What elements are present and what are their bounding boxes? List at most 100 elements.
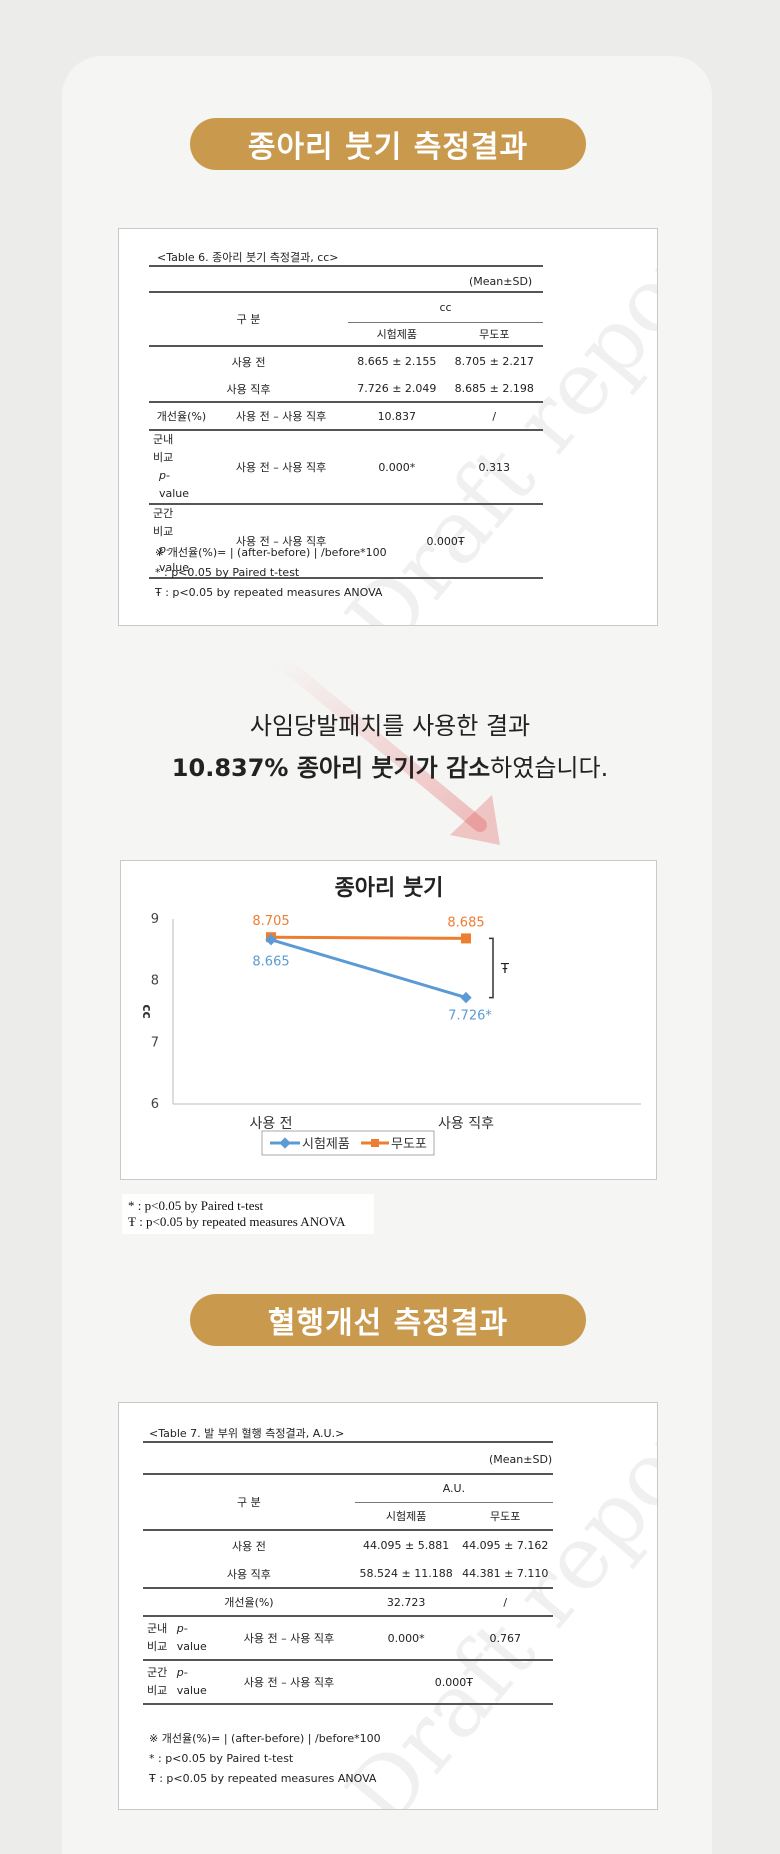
- legend-label-test: 시험제품: [302, 1137, 350, 1152]
- within-label1: 군내: [153, 433, 174, 446]
- unit-header: A.U.: [354, 1474, 553, 1503]
- row-before-test: 8.665 ± 2.155: [357, 355, 437, 368]
- col-test: 시험제품: [376, 327, 418, 341]
- within-label2: 비교: [153, 451, 174, 464]
- row-improve-placebo: /: [503, 1595, 508, 1609]
- within-p2: value: [159, 487, 190, 500]
- row-before-test: 44.095 ± 5.881: [363, 1539, 450, 1552]
- table6-panel: Draft report <Table 6. 종아리 붓기 측정결과, cc> …: [118, 228, 658, 626]
- within-label1: 군내: [147, 1622, 168, 1635]
- chart-note-line: * : p<0.05 by Paired t-test: [128, 1198, 264, 1213]
- chart-note-line: Ŧ : p<0.05 by repeated measures ANOVA: [128, 1214, 346, 1229]
- series-line-placebo: [270, 935, 467, 940]
- within-p1: p-: [159, 469, 170, 482]
- row-before-placebo: 8.705 ± 2.217: [454, 355, 534, 368]
- row-within-placebo: 0.767: [489, 1631, 521, 1645]
- row-between-value: 0.000Ŧ: [426, 534, 465, 548]
- series-line-test: [270, 938, 467, 1000]
- note-line: ※ 개선율(%)= | (after-before) | /before*100: [155, 546, 387, 559]
- table6-notes: ※ 개선율(%)= | (after-before) | /before*100…: [155, 543, 387, 603]
- chart-title: 종아리 붓기: [335, 876, 444, 901]
- table7: 구 분 A.U. 시험제품 무도포 사용 전 44.095 ± 5.881 44…: [143, 1473, 553, 1705]
- row-after-test: 7.726 ± 2.049: [357, 382, 437, 395]
- section2-title: 혈행개선 측정결과: [190, 1294, 586, 1346]
- data-point-placebo: [461, 933, 471, 944]
- y-tick-label: 7: [151, 1035, 159, 1050]
- col-placebo: 무도포: [490, 1509, 521, 1523]
- legend-marker-test: [279, 1137, 291, 1149]
- row-after-label: 사용 직후: [226, 1567, 271, 1581]
- data-label-placebo: 8.705: [252, 914, 289, 929]
- x-tick-label: 사용 직후: [438, 1116, 494, 1132]
- table7-caption: <Table 7. 발 부위 혈행 측정결과, A.U.>: [149, 1427, 345, 1440]
- within-p1: p-: [176, 1622, 188, 1635]
- row-improve-test: 10.837: [377, 409, 417, 423]
- y-axis-label: cc: [140, 1004, 154, 1018]
- within-label2: 비교: [147, 1640, 168, 1653]
- data-label-placebo: 8.685: [447, 915, 484, 930]
- row-after-label: 사용 직후: [226, 382, 271, 396]
- section1-title: 종아리 붓기 측정결과: [190, 118, 586, 170]
- data-label-test: 8.665: [252, 955, 289, 970]
- row-improve-placebo: /: [492, 409, 497, 423]
- between-p1: p-: [176, 1666, 188, 1679]
- note-line: Ŧ : p<0.05 by repeated measures ANOVA: [155, 586, 383, 599]
- table6: 구 분 cc 시험제품 무도포 사용 전 8.665 ± 2.155 8.705…: [149, 291, 543, 579]
- row-before-placebo: 44.095 ± 7.162: [462, 1539, 549, 1552]
- table7-mean-note: (Mean±SD): [489, 1453, 553, 1466]
- data-label-test: 7.726*: [448, 1009, 492, 1024]
- row-before-label: 사용 전: [231, 355, 266, 369]
- group-header: 구 분: [236, 313, 261, 326]
- col-test: 시험제품: [385, 1509, 427, 1523]
- row-before-label: 사용 전: [231, 1539, 266, 1553]
- note-line: ※ 개선율(%)= | (after-before) | /before*100: [149, 1732, 381, 1745]
- chart-notes: * : p<0.05 by Paired t-test Ŧ : p<0.05 b…: [122, 1194, 374, 1234]
- legend-label-placebo: 무도포: [391, 1137, 427, 1152]
- significance-mark: Ŧ: [500, 962, 509, 977]
- result-statement-line2: 10.837% 종아리 붓기가 감소하였습니다.: [0, 748, 780, 783]
- row-improve-sub: 사용 전 – 사용 직후: [235, 410, 327, 423]
- group-header: 구 분: [237, 1496, 261, 1509]
- row-after-test: 58.524 ± 11.188: [359, 1567, 453, 1580]
- row-after-placebo: 8.685 ± 2.198: [454, 382, 534, 395]
- note-line: * : p<0.05 by Paired t-test: [149, 1752, 294, 1765]
- unit-header: cc: [348, 292, 543, 323]
- row-within-test: 0.000*: [387, 1631, 425, 1645]
- col-placebo: 무도포: [479, 327, 510, 341]
- table7-notes: ※ 개선율(%)= | (after-before) | /before*100…: [149, 1729, 381, 1789]
- between-label2: 비교: [153, 525, 174, 538]
- note-line: Ŧ : p<0.05 by repeated measures ANOVA: [149, 1772, 377, 1785]
- x-tick-label: 사용 전: [249, 1116, 292, 1132]
- between-label2: 비교: [147, 1684, 168, 1697]
- chart-panel: 종아리 붓기 6 7 8 9 cc 사용 전 사용 직후 8.705 8.685 8.665 7.72…: [120, 860, 657, 1180]
- statement-highlight: 10.837% 종아리 붓기가 감소: [171, 754, 491, 782]
- row-between-sub: 사용 전 – 사용 직후: [243, 1676, 335, 1689]
- between-p2: value: [176, 1684, 207, 1697]
- note-line: * : p<0.05 by Paired t-test: [155, 566, 300, 579]
- table6-mean-note: (Mean±SD): [469, 275, 533, 288]
- row-within-sub: 사용 전 – 사용 직후: [243, 1632, 335, 1645]
- table6-caption: <Table 6. 종아리 붓기 측정결과, cc>: [157, 251, 339, 264]
- row-between-value: 0.000Ŧ: [434, 1675, 474, 1689]
- within-p2: value: [176, 1640, 207, 1653]
- y-tick-label: 9: [151, 912, 159, 927]
- significance-bracket: [489, 937, 494, 999]
- row-improve-label: 개선율(%): [224, 1596, 274, 1609]
- row-between-sub: 사용 전 – 사용 직후: [235, 535, 327, 548]
- between-p1: p-: [159, 543, 170, 556]
- row-improve-label: 개선율(%): [156, 410, 207, 423]
- y-tick-label: 8: [151, 974, 159, 989]
- between-label1: 군간: [153, 507, 174, 520]
- data-point-test: [460, 991, 472, 1004]
- row-within-test: 0.000*: [378, 460, 416, 474]
- row-within-sub: 사용 전 – 사용 직후: [235, 461, 327, 474]
- between-label1: 군간: [147, 1666, 168, 1679]
- result-statement-line1: 사임당발패치를 사용한 결과: [249, 712, 531, 740]
- table7-panel: Draft report <Table 7. 발 부위 혈행 측정결과, A.U…: [118, 1402, 658, 1810]
- decorative-arrow-icon: [273, 653, 500, 845]
- swelling-chart: 종아리 붓기 6 7 8 9 cc 사용 전 사용 직후 8.705 8.685 8.665 7.72…: [140, 876, 641, 1156]
- legend-marker-placebo: [371, 1139, 379, 1147]
- row-improve-test: 32.723: [386, 1595, 426, 1609]
- between-p2: value: [159, 561, 190, 574]
- row-after-placebo: 44.381 ± 7.110: [462, 1567, 549, 1580]
